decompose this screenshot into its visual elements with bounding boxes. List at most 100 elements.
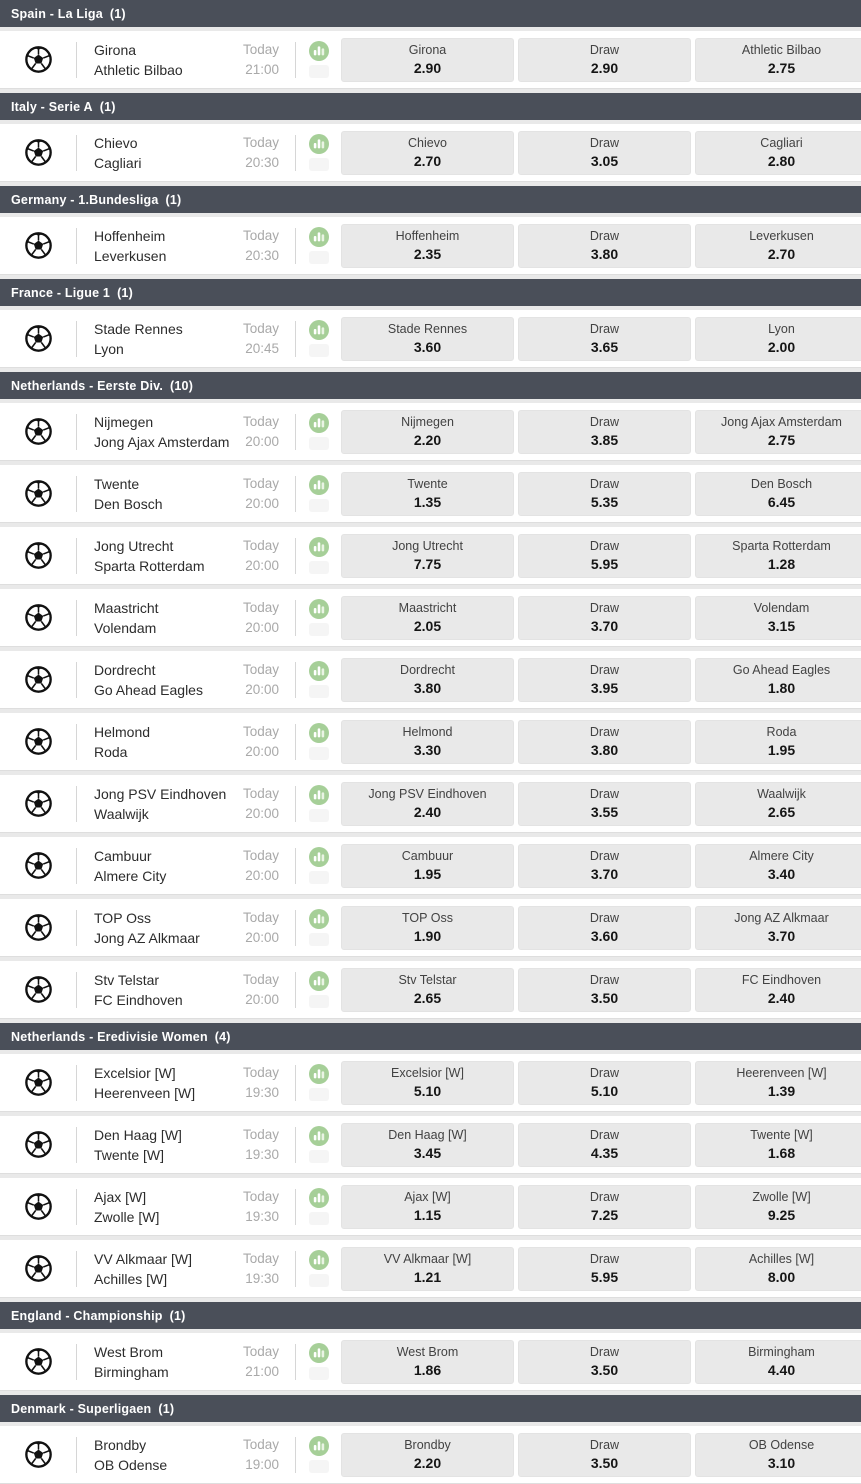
league-header[interactable]: Germany - 1.Bundesliga (1): [0, 186, 861, 213]
league-header[interactable]: Spain - La Liga (1): [0, 0, 861, 27]
league-header[interactable]: Netherlands - Eerste Div. (10): [0, 372, 861, 399]
odds-button-away[interactable]: OB Odense 3.10: [695, 1432, 861, 1477]
odds-button-home[interactable]: Den Haag [W] 3.45: [341, 1122, 514, 1167]
odds-button-draw[interactable]: Draw 5.35: [518, 471, 691, 516]
odds-button-draw[interactable]: Draw 7.25: [518, 1184, 691, 1229]
league-header[interactable]: France - Ligue 1 (1): [0, 279, 861, 306]
vertical-divider: [295, 1343, 296, 1380]
odds-button-away[interactable]: Sparta Rotterdam 1.28: [695, 533, 861, 578]
odds-button-away[interactable]: Go Ahead Eagles 1.80: [695, 657, 861, 702]
home-odds-value: 1.15: [413, 1207, 442, 1223]
odds-button-draw[interactable]: Draw 3.55: [518, 781, 691, 826]
statistics-icon[interactable]: [308, 971, 329, 991]
league-header[interactable]: Netherlands - Eredivisie Women (4): [0, 1023, 861, 1050]
league-header[interactable]: England - Championship (1): [0, 1302, 861, 1329]
statistics-icon[interactable]: [308, 41, 329, 61]
odds-button-draw[interactable]: Draw 5.10: [518, 1060, 691, 1105]
odds-button-away[interactable]: Jong AZ Alkmaar 3.70: [695, 905, 861, 950]
odds-button-home[interactable]: Hoffenheim 2.35: [341, 223, 514, 268]
statistics-icon[interactable]: [308, 134, 329, 154]
odds-button-draw[interactable]: Draw 3.05: [518, 130, 691, 175]
odds-button-draw[interactable]: Draw 3.60: [518, 905, 691, 950]
odds-button-away[interactable]: Twente [W] 1.68: [695, 1122, 861, 1167]
odds-button-draw[interactable]: Draw 5.95: [518, 533, 691, 578]
league-header[interactable]: Denmark - Superligaen (1): [0, 1395, 861, 1422]
odds-button-away[interactable]: Roda 1.95: [695, 719, 861, 764]
odds-button-draw[interactable]: Draw 3.70: [518, 843, 691, 888]
extras-column: [296, 1436, 341, 1473]
odds-button-home[interactable]: Chievo 2.70: [341, 130, 514, 175]
statistics-icon[interactable]: [308, 909, 329, 929]
odds-button-home[interactable]: Jong Utrecht 7.75: [341, 533, 514, 578]
odds-button-away[interactable]: Volendam 3.15: [695, 595, 861, 640]
odds-button-away[interactable]: FC Eindhoven 2.40: [695, 967, 861, 1012]
odds-button-home[interactable]: Girona 2.90: [341, 37, 514, 82]
odds-button-away[interactable]: Almere City 3.40: [695, 843, 861, 888]
odds-button-home[interactable]: West Brom 1.86: [341, 1339, 514, 1384]
league-header[interactable]: Italy - Serie A (1): [0, 93, 861, 120]
odds-button-home[interactable]: Jong PSV Eindhoven 2.40: [341, 781, 514, 826]
team-names: Maastricht Volendam: [94, 598, 159, 638]
odds-button-draw[interactable]: Draw 3.65: [518, 316, 691, 361]
statistics-icon[interactable]: [308, 847, 329, 867]
odds-button-home[interactable]: Nijmegen 2.20: [341, 409, 514, 454]
statistics-icon[interactable]: [308, 661, 329, 681]
odds-button-home[interactable]: Helmond 3.30: [341, 719, 514, 764]
odds-button-away[interactable]: Leverkusen 2.70: [695, 223, 861, 268]
odds-button-away[interactable]: Zwolle [W] 9.25: [695, 1184, 861, 1229]
statistics-icon[interactable]: [308, 1126, 329, 1146]
odds-button-draw[interactable]: Draw 3.50: [518, 967, 691, 1012]
odds-button-draw[interactable]: Draw 4.35: [518, 1122, 691, 1167]
team-names: Cambuur Almere City: [94, 846, 166, 886]
odds-button-home[interactable]: Brondby 2.20: [341, 1432, 514, 1477]
odds-button-away[interactable]: Achilles [W] 8.00: [695, 1246, 861, 1291]
odds-button-draw[interactable]: Draw 2.90: [518, 37, 691, 82]
odds-button-away[interactable]: Jong Ajax Amsterdam 2.75: [695, 409, 861, 454]
odds-button-home[interactable]: Stade Rennes 3.60: [341, 316, 514, 361]
odds-button-away[interactable]: Birmingham 4.40: [695, 1339, 861, 1384]
team-names: Excelsior [W] Heerenveen [W]: [94, 1063, 195, 1103]
statistics-icon[interactable]: [308, 1250, 329, 1270]
odds-button-home[interactable]: Twente 1.35: [341, 471, 514, 516]
team-names: Jong Utrecht Sparta Rotterdam: [94, 536, 205, 576]
statistics-icon[interactable]: [308, 1064, 329, 1084]
odds-button-away[interactable]: Den Bosch 6.45: [695, 471, 861, 516]
statistics-icon[interactable]: [308, 1343, 329, 1363]
odds-button-away[interactable]: Lyon 2.00: [695, 316, 861, 361]
statistics-icon[interactable]: [308, 475, 329, 495]
statistics-icon[interactable]: [308, 537, 329, 557]
statistics-icon[interactable]: [308, 227, 329, 247]
odds-button-draw[interactable]: Draw 3.50: [518, 1432, 691, 1477]
odds-button-home[interactable]: Stv Telstar 2.65: [341, 967, 514, 1012]
odds-button-home[interactable]: TOP Oss 1.90: [341, 905, 514, 950]
odds-button-away[interactable]: Athletic Bilbao 2.75: [695, 37, 861, 82]
odds-button-draw[interactable]: Draw 3.95: [518, 657, 691, 702]
odds-button-draw[interactable]: Draw 5.95: [518, 1246, 691, 1291]
odds-button-home[interactable]: Ajax [W] 1.15: [341, 1184, 514, 1229]
statistics-icon[interactable]: [308, 723, 329, 743]
statistics-icon[interactable]: [308, 1188, 329, 1208]
odds-button-draw[interactable]: Draw 3.80: [518, 719, 691, 764]
odds-button-draw[interactable]: Draw 3.70: [518, 595, 691, 640]
odds-button-away[interactable]: Cagliari 2.80: [695, 130, 861, 175]
soccer-ball-icon: [24, 914, 52, 941]
odds-button-away[interactable]: Waalwijk 2.65: [695, 781, 861, 826]
odds-button-away[interactable]: Heerenveen [W] 1.39: [695, 1060, 861, 1105]
odds-button-home[interactable]: VV Alkmaar [W] 1.21: [341, 1246, 514, 1291]
team-names: Girona Athletic Bilbao: [94, 40, 183, 80]
sport-icon-column: [0, 1347, 76, 1376]
odds-button-home[interactable]: Maastricht 2.05: [341, 595, 514, 640]
odds-button-draw[interactable]: Draw 3.85: [518, 409, 691, 454]
statistics-icon[interactable]: [308, 785, 329, 805]
statistics-icon[interactable]: [308, 320, 329, 340]
statistics-icon[interactable]: [308, 1436, 329, 1456]
odds-button-home[interactable]: Dordrecht 3.80: [341, 657, 514, 702]
section-rows: Brondby OB Odense Today 19:00 Brondby 2.…: [0, 1426, 861, 1484]
odds-button-home[interactable]: Excelsior [W] 5.10: [341, 1060, 514, 1105]
vertical-divider: [295, 413, 296, 450]
odds-button-draw[interactable]: Draw 3.80: [518, 223, 691, 268]
statistics-icon[interactable]: [308, 599, 329, 619]
odds-button-draw[interactable]: Draw 3.50: [518, 1339, 691, 1384]
statistics-icon[interactable]: [308, 413, 329, 433]
odds-button-home[interactable]: Cambuur 1.95: [341, 843, 514, 888]
